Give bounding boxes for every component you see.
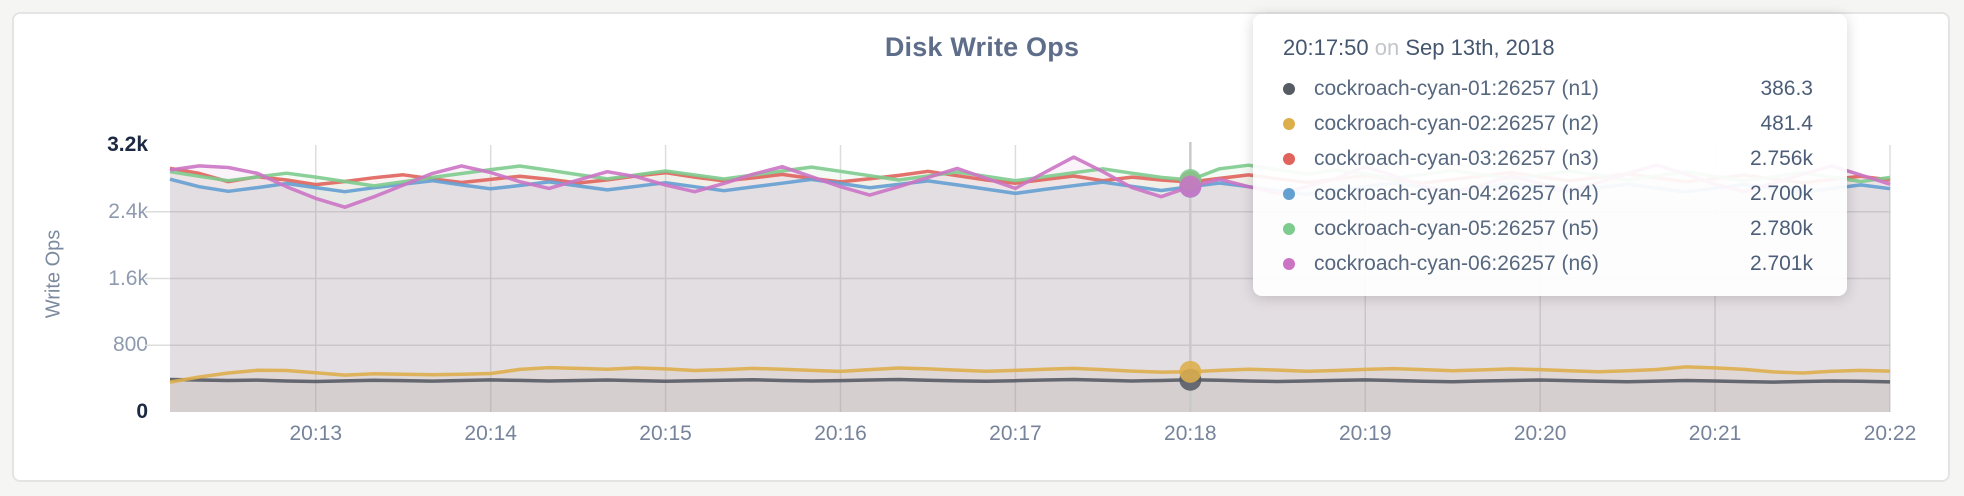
tooltip-title: 20:17:50 on Sep 13th, 2018 (1283, 34, 1813, 62)
y-tick-label: 800 (112, 333, 148, 357)
tooltip-series-value: 2.780k (1749, 216, 1813, 240)
tooltip-row: cockroach-cyan-01:26257 (n1) 386.3 (1283, 71, 1813, 106)
series-area-n1 (170, 379, 1890, 412)
series-line-n2 (169, 365, 1891, 384)
tooltip-series-value: 2.700k (1749, 181, 1813, 205)
x-tick-label: 20:14 (464, 422, 517, 445)
series-area-n2 (170, 366, 1890, 412)
tooltip-row: cockroach-cyan-03:26257 (n3) 2.756k (1283, 141, 1813, 176)
y-tick-label: 1.6k (108, 266, 148, 290)
y-tick-label: 3.2k (107, 133, 148, 156)
y-tick-label: 2.4k (108, 199, 148, 223)
x-tick-label: 20:21 (1688, 422, 1742, 445)
series-color-dot-icon (1283, 222, 1295, 235)
tooltip-series-name: cockroach-cyan-06:26257 (n6) (1314, 251, 1599, 275)
x-tick-label: 20:17 (989, 422, 1042, 445)
tooltip-time: 20:17:50 (1283, 35, 1369, 60)
hover-point-n2 (1179, 360, 1202, 383)
tooltip-row: cockroach-cyan-05:26257 (n5) 2.780k (1283, 211, 1813, 246)
tooltip-row: cockroach-cyan-04:26257 (n4) 2.700k (1283, 176, 1813, 211)
x-tick-label: 20:19 (1338, 422, 1392, 445)
tooltip-row: cockroach-cyan-06:26257 (n6) 2.701k (1283, 246, 1813, 281)
series-color-dot-icon (1283, 117, 1295, 130)
chart-title: Disk Write Ops (884, 32, 1080, 62)
x-tick-label: 20:15 (639, 422, 692, 445)
x-tick-label: 20:16 (814, 422, 867, 445)
tooltip-series-name: cockroach-cyan-01:26257 (n1) (1314, 76, 1599, 100)
series-color-dot-icon (1283, 82, 1295, 95)
plot-area[interactable] (145, 112, 1891, 413)
tooltip-date: Sep 13th, 2018 (1405, 35, 1555, 60)
tooltip-series-name: cockroach-cyan-03:26257 (n3) (1314, 146, 1599, 170)
tooltip-series-name: cockroach-cyan-05:26257 (n5) (1314, 216, 1599, 240)
x-tick-label: 20:18 (1164, 422, 1217, 445)
tooltip-conjunction: on (1374, 35, 1400, 60)
tooltip-series-value: 2.756k (1749, 146, 1813, 170)
x-tick-label: 20:13 (289, 422, 343, 445)
series-color-dot-icon (1283, 187, 1295, 200)
tooltip-series-name: cockroach-cyan-02:26257 (n2) (1314, 111, 1599, 135)
y-tick-label: 0 (136, 400, 148, 423)
x-tick-label: 20:20 (1513, 422, 1567, 445)
tooltip-rows: cockroach-cyan-01:26257 (n1) 386.3 cockroa… (1283, 71, 1813, 281)
tooltip-row: cockroach-cyan-02:26257 (n2) 481.4 (1283, 106, 1813, 141)
series-line-n1 (169, 377, 1891, 384)
series-color-dot-icon (1283, 257, 1295, 270)
series-color-dot-icon (1283, 152, 1295, 165)
tooltip-series-value: 386.3 (1760, 76, 1813, 100)
tooltip-series-name: cockroach-cyan-04:26257 (n4) (1314, 181, 1599, 205)
hover-point-n6 (1179, 175, 1202, 198)
x-tick-label: 20:22 (1863, 422, 1917, 445)
tooltip-series-value: 481.4 (1760, 111, 1813, 135)
tooltip-series-value: 2.701k (1749, 251, 1813, 275)
hover-tooltip: 20:17:50 on Sep 13th, 2018 cockroach-cya… (1253, 14, 1847, 296)
